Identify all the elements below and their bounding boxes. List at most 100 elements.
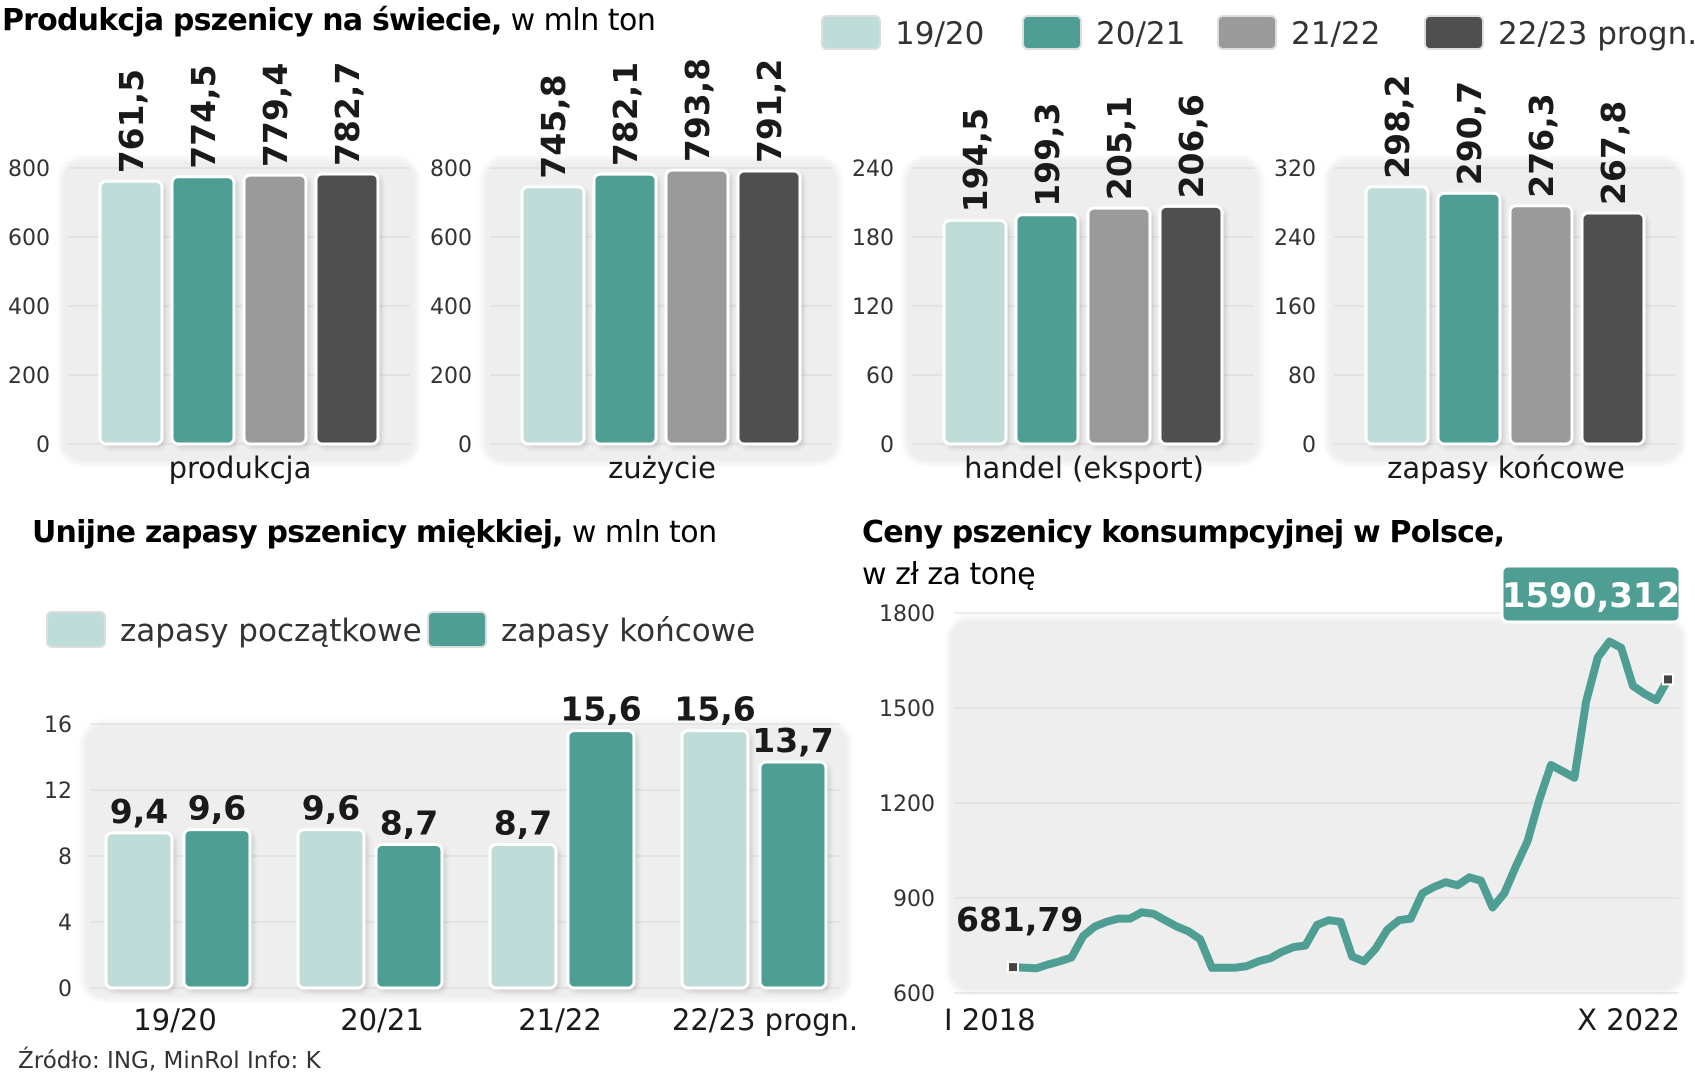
price-series-line xyxy=(1009,637,1672,973)
bar-value-label: 9,6 xyxy=(302,789,360,828)
y-tick-label: 0 xyxy=(1302,433,1316,458)
bar-value-label: 8,7 xyxy=(380,803,438,842)
y-tick-label: 1500 xyxy=(879,697,935,722)
legend-swatch-19-20 xyxy=(821,15,881,50)
bar-value-label: 267,8 xyxy=(1594,101,1633,205)
category-label: zużycie xyxy=(608,451,716,485)
top-legend: 19/20 20/21 21/22 22/23 progn. xyxy=(821,15,1695,52)
top-title: Produkcja pszenicy na świecie, w mln ton xyxy=(2,3,655,38)
eu-title-unit: w mln ton xyxy=(563,515,717,550)
legend-label-zapasy-poczatkowe: zapasy początkowe xyxy=(120,613,422,649)
y-tick-label: 600 xyxy=(893,982,935,1007)
y-tick-label: 240 xyxy=(1274,226,1316,251)
bar-value-label: 9,4 xyxy=(110,792,168,831)
category-label: handel (eksport) xyxy=(964,451,1204,485)
bar-value-label: 761,5 xyxy=(112,69,151,173)
bar-value-label: 206,6 xyxy=(1172,94,1211,198)
bar-20-21 xyxy=(592,172,658,446)
end-value-callout-box xyxy=(1500,564,1682,624)
y-tick-label: 1200 xyxy=(879,792,935,817)
bar-20-21-zapasy-początkowe xyxy=(296,828,366,990)
category-label: 20/21 xyxy=(340,1003,424,1037)
y-tick-label: 400 xyxy=(8,295,50,320)
eu-title: Unijne zapasy pszenicy miękkiej, w mln t… xyxy=(32,515,717,550)
eu-title-bold: Unijne zapasy pszenicy miękkiej, xyxy=(32,515,563,550)
bar-20-21-zapasy-końcowe xyxy=(374,842,444,990)
bar-20-21 xyxy=(1436,191,1502,446)
eu-legend: zapasy początkowe zapasy końcowe xyxy=(46,611,755,649)
legend-label-20-21: 20/21 xyxy=(1096,16,1185,52)
start-point-marker xyxy=(1007,961,1019,974)
bar-22-23-progn xyxy=(1580,211,1646,446)
x-axis-end-label: X 2022 xyxy=(1577,1003,1680,1037)
top-title-unit: w mln ton xyxy=(502,3,656,38)
bar-19-20 xyxy=(1364,185,1430,446)
source-note: Źródło: ING, MinRol Info: K xyxy=(18,1046,322,1074)
bar-19-20 xyxy=(98,179,164,446)
y-tick-label: 400 xyxy=(430,295,472,320)
bar-value-label: 791,2 xyxy=(750,59,789,163)
legend-swatch-20-21 xyxy=(1022,15,1082,50)
y-tick-label: 0 xyxy=(880,433,894,458)
category-label: 19/20 xyxy=(133,1003,217,1037)
chart-panel-background xyxy=(82,722,850,1000)
bar-22-23-progn-zapasy-końcowe xyxy=(758,760,828,990)
bar-value-label: 194,5 xyxy=(956,108,995,212)
bar-value-label: 13,7 xyxy=(752,721,833,760)
bar-value-label: 774,5 xyxy=(184,64,223,168)
category-label: 21/22 xyxy=(518,1003,602,1037)
bar-22-23-progn xyxy=(736,169,802,446)
legend-label-21-22: 21/22 xyxy=(1291,16,1380,52)
bar-19-20-zapasy-początkowe xyxy=(104,831,174,990)
price-subtitle: w zł za tonę xyxy=(862,557,1035,592)
category-label: 22/23 progn. xyxy=(672,1003,858,1037)
bar-value-label: 290,7 xyxy=(1450,81,1489,185)
y-tick-label: 0 xyxy=(58,977,72,1002)
y-tick-label: 1800 xyxy=(879,602,935,627)
bar-value-label: 15,6 xyxy=(560,690,641,729)
y-tick-label: 180 xyxy=(852,226,894,251)
bar-22-23-progn-zapasy-początkowe xyxy=(680,729,750,990)
bar-19-20-zapasy-końcowe xyxy=(182,828,252,990)
bar-22-23-progn xyxy=(1158,204,1224,446)
legend-swatch-zapasy-koncowe xyxy=(427,611,487,648)
y-tick-label: 8 xyxy=(58,845,72,870)
bar-chart-produkcja: 0 200 400 600 800 761,5 774,5 779,4 782,7 produkc… xyxy=(8,62,418,485)
bar-value-label: 745,8 xyxy=(534,74,573,178)
bar-21-22-zapasy-końcowe xyxy=(566,729,636,990)
bar-21-22 xyxy=(1508,204,1574,446)
start-value-label: 681,79 xyxy=(956,900,1083,939)
y-tick-label: 0 xyxy=(36,433,50,458)
bar-chart-handel-eksport: 0 60 120 180 240 194,5 199,3 205,1 206,6 handel (… xyxy=(852,94,1262,485)
legend-label-19-20: 19/20 xyxy=(895,16,984,52)
bar-value-label: 199,3 xyxy=(1028,102,1067,206)
top-title-bold: Produkcja pszenicy na świecie, xyxy=(2,3,502,38)
bar-value-label: 8,7 xyxy=(494,803,552,842)
end-point-marker xyxy=(1662,673,1674,686)
bar-chart-zużycie: 0 200 400 600 800 745,8 782,1 793,8 791,2 zużycie xyxy=(430,58,840,485)
bar-value-label: 15,6 xyxy=(674,690,755,729)
bar-value-label: 205,1 xyxy=(1100,96,1139,200)
bar-value-label: 782,1 xyxy=(606,62,645,166)
y-tick-label: 0 xyxy=(458,433,472,458)
end-value-callout-label: 1590,312 xyxy=(1502,576,1681,616)
bar-value-label: 276,3 xyxy=(1522,93,1561,197)
y-tick-label: 320 xyxy=(1274,157,1316,182)
y-tick-label: 200 xyxy=(430,364,472,389)
bar-21-22 xyxy=(1086,206,1152,446)
y-tick-label: 16 xyxy=(44,713,72,738)
legend-swatch-21-22 xyxy=(1217,15,1277,50)
bar-21-22 xyxy=(664,168,730,446)
y-tick-label: 160 xyxy=(1274,295,1316,320)
y-tick-label: 240 xyxy=(852,157,894,182)
legend-label-22-23: 22/23 progn. xyxy=(1498,16,1695,52)
y-tick-label: 120 xyxy=(852,295,894,320)
y-tick-label: 60 xyxy=(866,364,894,389)
bar-21-22-zapasy-początkowe xyxy=(488,842,558,990)
bar-21-22 xyxy=(242,173,308,446)
bar-19-20 xyxy=(520,185,586,446)
y-tick-label: 600 xyxy=(430,226,472,251)
legend-swatch-22-23 xyxy=(1424,15,1484,50)
legend-label-zapasy-koncowe: zapasy końcowe xyxy=(501,613,755,649)
y-tick-label: 12 xyxy=(44,779,72,804)
